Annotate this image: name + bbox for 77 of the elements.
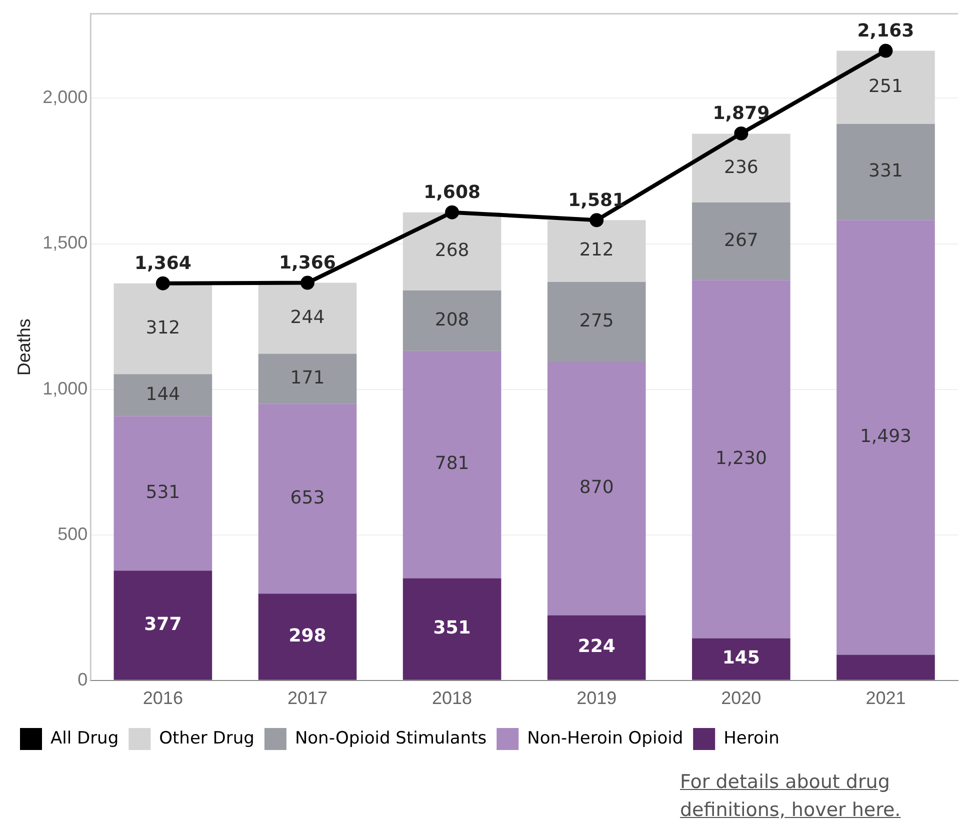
- y-tick-label: 2,000: [42, 87, 88, 108]
- data-label: 267: [724, 230, 758, 251]
- data-label: 298: [288, 625, 326, 646]
- text: For details about drug definitions, hover here.: [680, 770, 902, 823]
- bar: [114, 570, 212, 680]
- bar: [692, 638, 790, 680]
- legend-label: Other Drug: [159, 728, 254, 748]
- bar: [258, 354, 357, 404]
- legend-label: Non-Heroin Opioid: [527, 728, 684, 748]
- data-label: 236: [724, 156, 758, 178]
- bar: [836, 50, 935, 124]
- data-label: 268: [434, 240, 470, 262]
- bar: [114, 416, 212, 571]
- data-label: 653: [290, 487, 325, 508]
- legend-label: Non-Opioid Stimulants: [294, 728, 487, 748]
- bar: [692, 134, 790, 202]
- bar: [258, 594, 357, 680]
- bar: [547, 362, 646, 616]
- bar: [547, 282, 646, 362]
- y-tick-label: 1,500: [42, 232, 88, 253]
- data-label: 1,608: [424, 182, 481, 203]
- point: [878, 44, 893, 58]
- data-label: 144: [146, 384, 180, 405]
- x-tick-label: 2018: [432, 688, 472, 708]
- bar: [547, 220, 646, 282]
- y-tick-label: 0: [78, 669, 88, 690]
- bar: [402, 578, 502, 680]
- bar: [258, 282, 357, 354]
- legend-label: All Drug: [50, 728, 119, 748]
- legend-label: Heroin: [724, 728, 780, 748]
- point: [590, 213, 604, 228]
- point: [734, 126, 748, 140]
- data-label: 1,879: [712, 103, 770, 124]
- y-axis-title: Deaths: [14, 318, 34, 376]
- data-label: 2,163: [857, 20, 914, 42]
- bar: [836, 124, 935, 220]
- x-tick-label: 2020: [721, 688, 762, 708]
- data-label: 781: [434, 453, 470, 474]
- x-tick-label: 2017: [287, 688, 328, 708]
- data-label: 145: [722, 648, 760, 669]
- data-label: 331: [868, 160, 903, 182]
- point: [300, 276, 314, 290]
- data-label: 208: [434, 309, 470, 330]
- bar: [836, 220, 935, 655]
- point: [445, 205, 460, 220]
- y-tick-label: 500: [58, 524, 88, 544]
- data-label: 275: [579, 310, 614, 332]
- x-tick-label: 2016: [142, 688, 183, 708]
- bar: [258, 404, 357, 594]
- bar: [547, 615, 646, 680]
- data-label: 1,581: [568, 190, 626, 211]
- data-label: 1,230: [715, 448, 767, 469]
- x-tick-label: 2021: [866, 688, 906, 708]
- data-label: 251: [868, 76, 903, 97]
- data-label: 1,364: [134, 253, 192, 274]
- bar: [692, 202, 790, 280]
- data-label: 171: [290, 367, 325, 388]
- data-label: 224: [578, 636, 616, 658]
- bar: [114, 283, 212, 374]
- data-label: 1,366: [279, 252, 336, 274]
- data-label: 377: [144, 614, 182, 635]
- bar: [402, 290, 502, 351]
- data-label: 351: [433, 618, 471, 639]
- point: [156, 276, 170, 290]
- data-label: 531: [146, 482, 180, 504]
- y-tick-label: 1,000: [42, 378, 88, 398]
- data-label: 1,493: [860, 426, 912, 448]
- bar: [402, 212, 502, 290]
- data-label: 312: [146, 317, 180, 338]
- bar: [402, 350, 502, 578]
- data-label: 870: [579, 477, 614, 498]
- bar: [836, 654, 935, 680]
- bar: [114, 374, 212, 416]
- bar: [692, 280, 790, 638]
- x-tick-label: 2019: [576, 688, 617, 708]
- data-label: 244: [290, 306, 325, 328]
- data-label: 212: [579, 240, 614, 261]
